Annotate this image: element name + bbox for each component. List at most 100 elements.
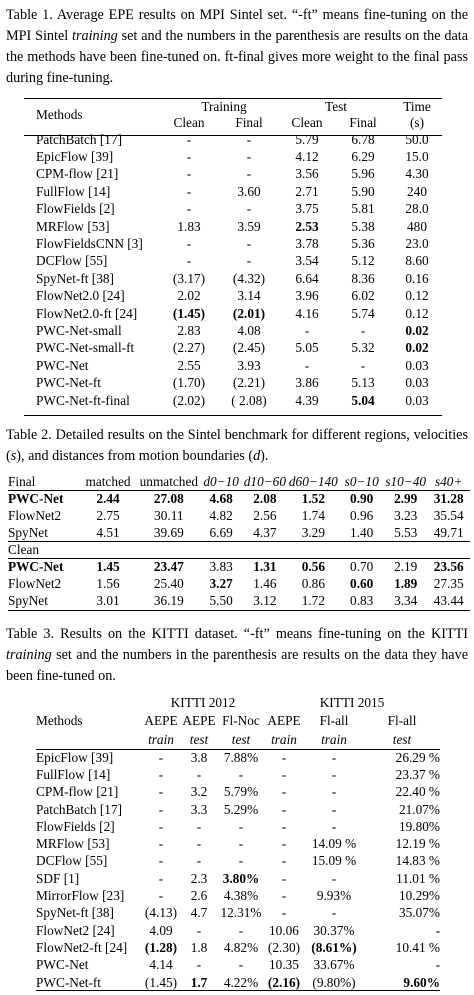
- method-name: FlowNet2.0-ft [24]: [36, 305, 138, 321]
- cell-te-final: 5.12: [351, 253, 375, 269]
- cell-tr-final: (2.45): [232, 340, 266, 356]
- cell-te-final: 8.36: [351, 270, 375, 286]
- cell-time: 240: [407, 183, 427, 199]
- col-header-train-clean: Clean: [173, 115, 205, 130]
- cell-tr-final: ( 2.08): [231, 392, 267, 408]
- method-name: SpyNet: [8, 592, 48, 608]
- cell-value: -: [281, 870, 287, 886]
- t3-header-aepe-2: AEPE: [182, 713, 216, 728]
- cell-value: (4.13): [144, 905, 178, 921]
- cell-value: -: [281, 749, 287, 765]
- cell-value: 39.69: [153, 524, 184, 540]
- table-row: FlowFields [2] - - - - - 19.80%: [36, 818, 440, 835]
- t3-header-fl-noc: Fl-Noc: [222, 713, 260, 728]
- table-row: FullFlow [14] - - - - - 23.37 %: [36, 766, 440, 783]
- table1-caption: Table 1. Average EPE results on MPI Sint…: [6, 7, 469, 86]
- cell-value: -: [281, 888, 287, 904]
- table1: Methods Training Test Time Clean Final C…: [24, 99, 442, 409]
- cell-value: -: [281, 836, 287, 852]
- cell-value: 25.40: [153, 575, 184, 591]
- cell-value: 30.37%: [313, 922, 355, 938]
- cell-te-clean: 6.64: [295, 270, 319, 286]
- cell-time: 4.30: [405, 166, 429, 182]
- cell-time: 480: [407, 218, 427, 234]
- cell-value: -: [331, 801, 337, 817]
- method-name: PWC-Net: [8, 490, 64, 506]
- col-header-training: Training: [201, 99, 247, 114]
- cell-value: 3.34: [394, 592, 418, 608]
- method-name: SpyNet-ft [38]: [36, 270, 114, 286]
- cell-tr-clean: (2.02): [172, 392, 206, 408]
- cell-value: 11.01 %: [396, 870, 440, 886]
- cell-value: 2.19: [394, 558, 418, 574]
- cell-value: 10.06: [269, 922, 299, 938]
- cell-value: 1.46: [253, 575, 277, 591]
- cell-te-clean: 3.86: [295, 375, 319, 391]
- cell-value: 43.44: [433, 592, 464, 608]
- col-header-test: Test: [325, 99, 347, 114]
- t3-header-test-3: test: [392, 731, 412, 747]
- cell-value: 7.88%: [223, 749, 259, 765]
- t2-header-clean: Clean: [8, 541, 40, 557]
- cell-value: 30.11: [154, 507, 184, 523]
- table-row: PWC-Net-ft (1.45) 1.7 4.22% (2.16) (9.80%) 9.6…: [36, 974, 440, 991]
- cell-value: -: [238, 836, 244, 852]
- col-header-seconds: (s): [409, 115, 425, 130]
- table-row: FlowFieldsCNN [3] - - 3.78 5.36 23.0: [24, 235, 442, 252]
- cell-value: 4.7: [190, 905, 208, 921]
- cell-value: -: [331, 818, 337, 834]
- method-name: PatchBatch [17]: [36, 801, 123, 817]
- cell-value: 36.19: [153, 592, 184, 608]
- cell-te-clean: -: [304, 357, 310, 373]
- table-row: FlowNet2.0-ft [24] (1.45) (2.01) 4.16 5.74 0.…: [24, 305, 442, 322]
- cell-value: 1.40: [350, 524, 374, 540]
- cell-te-final: 5.38: [351, 218, 375, 234]
- table-row: MRFlow [53] 1.83 3.59 2.53 5.38 480: [24, 218, 442, 235]
- table-row: FlowNet2-ft [24] (1.28) 1.8 4.82% (2.30) (8.6…: [36, 939, 440, 956]
- cell-value: 4.14: [149, 957, 173, 973]
- cell-value: -: [158, 784, 164, 800]
- cell-tr-clean: -: [186, 201, 192, 217]
- cell-tr-clean: -: [186, 166, 192, 182]
- cell-tr-clean: (1.45): [172, 305, 206, 321]
- t2-header-s2: s10−40: [385, 473, 427, 489]
- cell-tr-final: 3.14: [237, 288, 261, 304]
- cell-value: -: [238, 766, 244, 782]
- table-row: PWC-Net-ft-final (2.02) ( 2.08) 4.39 5.04 0.0…: [24, 392, 442, 409]
- t3-header-aepe-3: AEPE: [267, 713, 301, 728]
- cell-value: 4.09: [149, 922, 173, 938]
- cell-value: 5.29%: [223, 801, 259, 817]
- cell-value: (1.28): [144, 939, 178, 955]
- cell-time: 0.03: [405, 357, 429, 373]
- cell-value: -: [281, 853, 287, 869]
- cell-value: 9.93%: [316, 888, 352, 904]
- cell-value: 49.71: [433, 524, 464, 540]
- cell-te-final: 5.04: [351, 392, 375, 408]
- cell-tr-final: -: [246, 166, 252, 182]
- cell-te-final: -: [360, 322, 366, 338]
- cell-value: 2.99: [394, 490, 418, 506]
- cell-value: -: [331, 784, 337, 800]
- cell-tr-clean: (1.70): [172, 375, 206, 391]
- table2-rule-1: [8, 490, 470, 491]
- cell-value: 0.70: [350, 558, 374, 574]
- cell-value: -: [331, 870, 337, 886]
- cell-tr-final: -: [246, 131, 252, 147]
- cell-value: (1.45): [144, 974, 178, 990]
- cell-value: 2.6: [190, 888, 208, 904]
- cell-value: 2.56: [253, 507, 277, 523]
- table2-rule-2: [8, 541, 470, 542]
- cell-value: 10.41 %: [395, 939, 440, 955]
- cell-value: 23.47: [153, 558, 184, 574]
- method-name: FlowNet2-ft [24]: [36, 939, 128, 955]
- method-name: SDF [1]: [36, 870, 80, 886]
- cell-value: -: [281, 818, 287, 834]
- cell-value: 10.35: [269, 957, 299, 973]
- cell-value: -: [196, 818, 202, 834]
- t2-header-matched: matched: [85, 473, 131, 489]
- cell-value: (2.16): [267, 974, 301, 990]
- method-name: PWC-Net-small-ft: [36, 340, 135, 356]
- col-header-test-clean: Clean: [291, 115, 323, 130]
- table3: KITTI 2012 KITTI 2015 Methods AEPE AEPE …: [36, 694, 440, 991]
- cell-value: -: [281, 784, 287, 800]
